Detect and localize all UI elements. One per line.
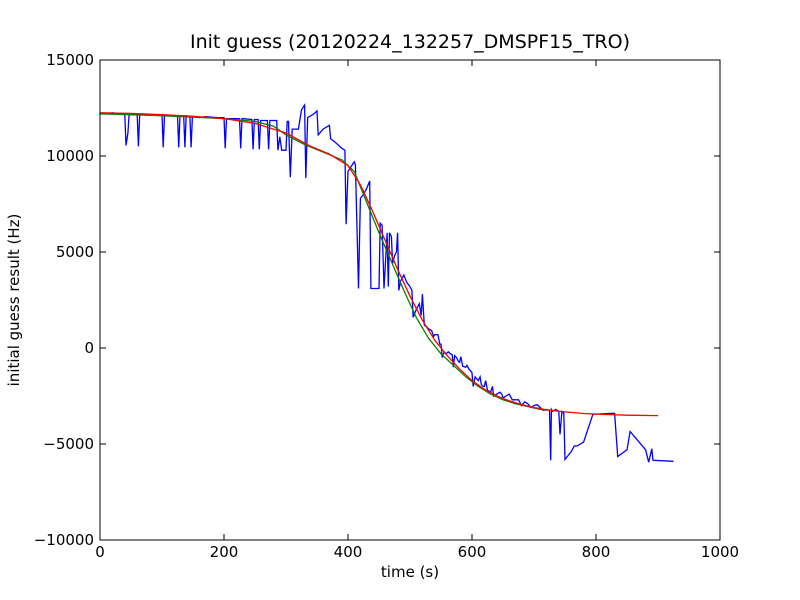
y-tick-label: 0 [84, 339, 94, 357]
x-axis: 0 200 400 600 800 1000 [95, 60, 739, 561]
plot-area [100, 60, 720, 540]
chart-title: Init guess (20120224_132257_DMSPF15_TRO) [190, 31, 630, 53]
x-tick-label: 1000 [701, 543, 739, 561]
series-line-2 [99, 113, 547, 412]
y-axis: −10000 −5000 0 5000 10000 15000 [34, 51, 720, 549]
x-tick-label: 0 [95, 543, 105, 561]
series-layer [99, 102, 674, 463]
y-tick-label: 10000 [46, 147, 94, 165]
x-tick-label: 600 [458, 543, 487, 561]
y-tick-label: −5000 [43, 435, 94, 453]
x-tick-label: 800 [582, 543, 611, 561]
y-tick-label: 15000 [46, 51, 94, 69]
series-line-3 [99, 112, 659, 417]
x-tick-label: 400 [334, 543, 363, 561]
y-axis-label: initial guess result (Hz) [5, 214, 23, 387]
y-tick-label: 5000 [56, 243, 94, 261]
x-axis-label: time (s) [381, 563, 439, 581]
plot-frame [99, 59, 721, 541]
y-tick-label: −10000 [34, 531, 94, 549]
x-tick-label: 200 [210, 543, 239, 561]
plot-background [100, 60, 720, 540]
